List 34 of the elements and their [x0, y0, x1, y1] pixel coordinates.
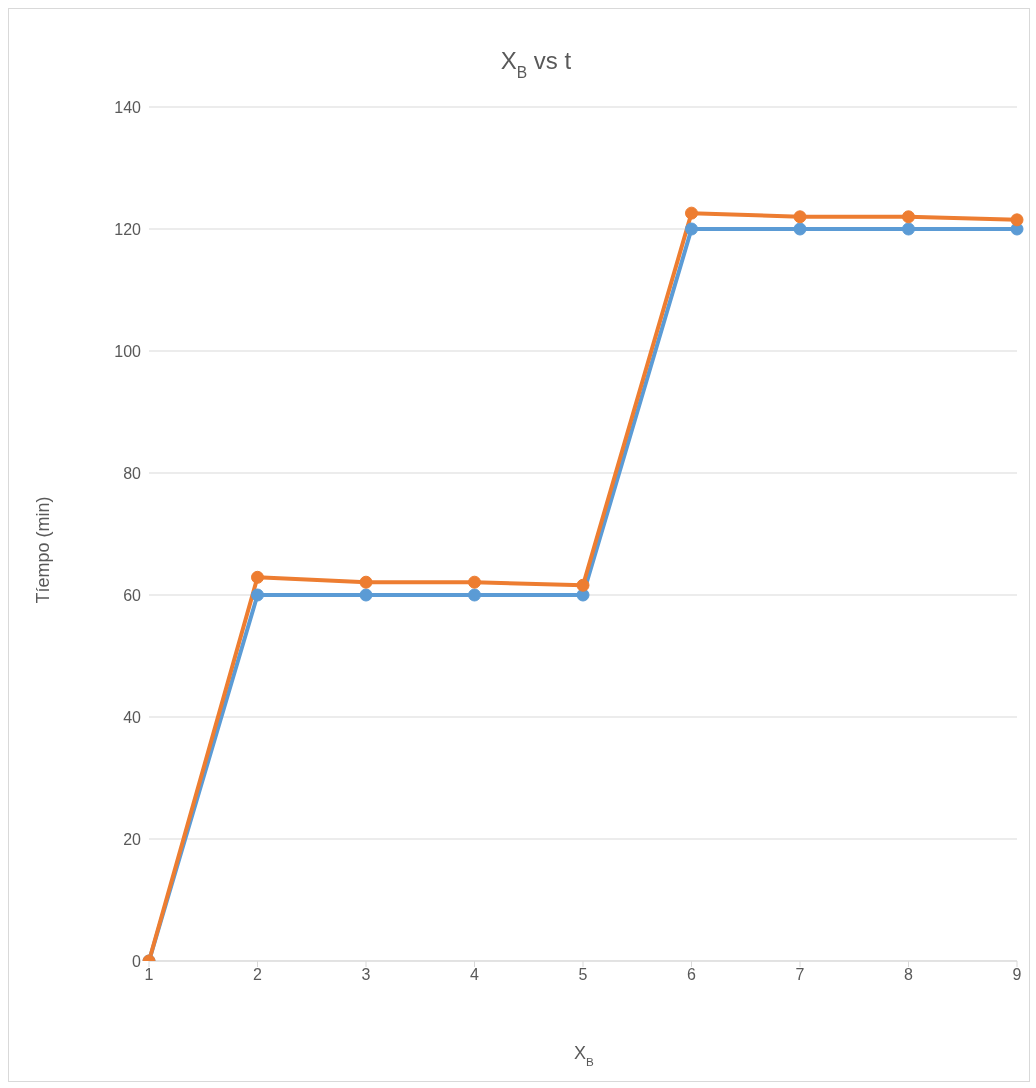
y-tick-label: 60 — [123, 586, 142, 604]
point — [251, 588, 264, 602]
point — [685, 222, 698, 236]
point — [576, 578, 590, 592]
x-tick-label: 6 — [687, 966, 697, 984]
point — [359, 588, 373, 602]
y-tick-label: 120 — [114, 220, 142, 238]
point — [468, 588, 481, 602]
point — [902, 210, 915, 224]
point — [793, 222, 807, 236]
x-tick-label: 3 — [361, 966, 371, 984]
y-tick-label: 20 — [123, 830, 142, 848]
point — [793, 210, 807, 224]
point — [902, 222, 915, 236]
x-tick-label: 8 — [904, 966, 914, 984]
x-axis-title: X$_{B}$ — [574, 1043, 595, 1068]
chart-title: X$_{B}$ vs t — [500, 47, 572, 81]
y-tick-label: 80 — [123, 464, 142, 482]
y-tick-label: 100 — [114, 342, 142, 360]
point — [251, 570, 264, 584]
x-tick-label: 1 — [144, 966, 154, 984]
y-tick-label: 0 — [132, 952, 142, 970]
x-tick-label: 4 — [470, 966, 480, 984]
point — [685, 206, 698, 220]
point — [1010, 213, 1024, 227]
x-tick-label: 9 — [1012, 966, 1022, 984]
x-tick-label: 5 — [578, 966, 588, 984]
x-tick-label: 2 — [253, 966, 263, 984]
y-axis-title: Tíempo (min) — [33, 496, 53, 604]
point — [468, 575, 481, 589]
point — [359, 575, 373, 589]
y-tick-label: 140 — [114, 98, 142, 116]
x-tick-label: 7 — [795, 966, 805, 984]
y-tick-label: 40 — [123, 708, 142, 726]
